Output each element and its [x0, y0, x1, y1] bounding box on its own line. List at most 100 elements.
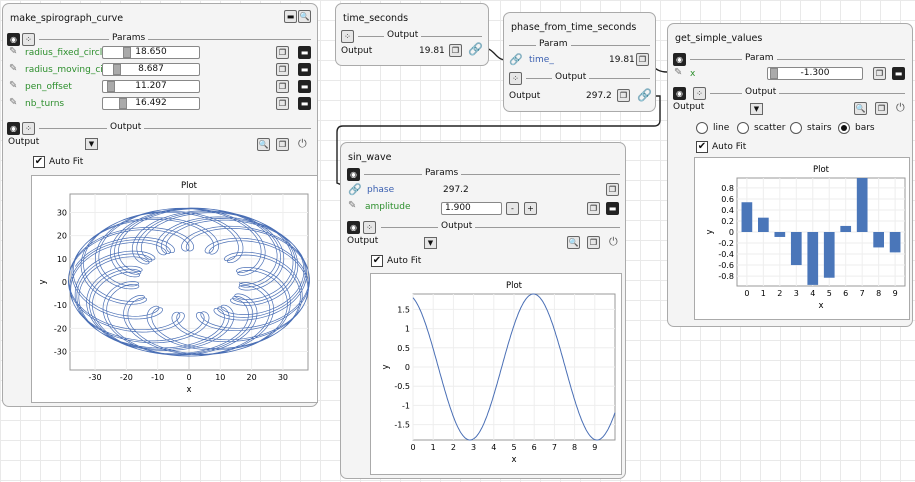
decrement-button[interactable]: - [506, 202, 519, 215]
autofit-checkbox[interactable]: ✔ [696, 141, 708, 153]
slider-handle[interactable] [107, 81, 115, 92]
copy-icon[interactable]: ❐ [873, 67, 886, 80]
eye-icon[interactable]: ◉ [7, 122, 20, 135]
expand-collapse-icon[interactable]: ⁘ [693, 87, 706, 100]
plug-icon[interactable]: ⏻ [298, 137, 307, 150]
zoom-icon[interactable]: 🔍 [298, 10, 311, 23]
radio-bars[interactable] [838, 122, 850, 134]
copy-icon[interactable]: ❐ [587, 202, 600, 215]
zoom-icon[interactable]: 🔍 [257, 138, 270, 151]
link-icon[interactable]: 🔗 [509, 53, 523, 66]
y-tick-label: 0.5 [397, 344, 410, 353]
copy-icon[interactable]: ❐ [617, 89, 630, 102]
pencil-icon[interactable]: ✎ [9, 80, 18, 91]
expand-collapse-icon[interactable]: ⁘ [509, 72, 522, 85]
x-tick-label: 3 [471, 443, 476, 452]
plug-icon[interactable]: ⏻ [609, 235, 618, 248]
simple-values-node[interactable]: get_simple_values ◉ Param ✎ x -1.300 ❐ ▬… [667, 23, 913, 327]
slider-handle[interactable] [119, 98, 127, 109]
time-seconds-node[interactable]: time_seconds ⁘ Output Output 19.81 ❐ 🔗 [335, 3, 489, 66]
remove-icon[interactable]: ▬ [892, 67, 905, 80]
slider-handle[interactable] [113, 64, 121, 75]
copy-icon[interactable]: ❐ [276, 97, 289, 110]
autofit-checkbox[interactable]: ✔ [371, 255, 383, 267]
bar [807, 232, 819, 285]
slider-handle[interactable] [770, 68, 778, 79]
y-tick-label: -0.8 [718, 272, 734, 281]
pencil-icon[interactable]: ✎ [9, 97, 18, 108]
amplitude-input[interactable]: 1.900 [441, 202, 502, 215]
expand-collapse-icon[interactable]: ⁘ [22, 122, 35, 135]
node-title: make_spirograph_curve [10, 13, 124, 24]
output-name: Output [509, 91, 541, 101]
pencil-icon[interactable]: ✎ [9, 63, 18, 74]
radio-stairs[interactable] [790, 122, 802, 134]
param-input[interactable]: 11.207 [102, 80, 200, 93]
remove-icon[interactable]: ▬ [298, 46, 311, 59]
eye-icon[interactable]: ◉ [673, 87, 686, 100]
output-dropdown[interactable]: ▼ [750, 103, 763, 115]
output-section-label: Output [438, 221, 476, 231]
x-tick-label: 5 [827, 289, 832, 298]
minimize-button[interactable]: ▬ [284, 10, 297, 23]
param-input[interactable]: -1.300 [767, 67, 863, 80]
bar [790, 232, 802, 266]
param-input[interactable]: 16.492 [102, 97, 200, 110]
expand-collapse-icon[interactable]: ⁘ [363, 221, 376, 234]
param-name: nb_turns [25, 99, 65, 109]
plug-icon[interactable]: ⏻ [896, 101, 905, 114]
link-icon[interactable]: 🔗 [468, 42, 483, 56]
eye-icon[interactable]: ◉ [673, 53, 686, 66]
output-name: Output [341, 46, 373, 56]
output-dropdown[interactable]: ▼ [424, 237, 437, 249]
copy-icon[interactable]: ❐ [636, 53, 649, 66]
copy-icon[interactable]: ❐ [449, 44, 462, 57]
bar [758, 217, 769, 232]
sin-wave-node[interactable]: sin_wave ◉ Params 🔗 phase 297.2 ❐ ✎ ampl… [340, 142, 626, 479]
param-input[interactable]: 8.687 [102, 63, 200, 76]
param-name-amplitude: amplitude [365, 202, 411, 212]
increment-button[interactable]: + [524, 202, 537, 215]
pencil-icon[interactable]: ✎ [9, 46, 18, 57]
remove-icon[interactable]: ▬ [298, 80, 311, 93]
sin-plot[interactable]: 0 1 2 3 4 5 6 7 8 9 1.5 1 0.5 0 -0.5 -1 -1.5 Plot x y [370, 273, 622, 475]
output-section-label: Output [107, 122, 145, 132]
params-section-label: Params [422, 168, 462, 178]
spirograph-node[interactable]: make_spirograph_curve ▬ 🔍 ◉ ⁘ Params ◉ ⁘… [2, 3, 318, 407]
pencil-icon[interactable]: ✎ [348, 200, 357, 211]
slider-handle[interactable] [123, 47, 131, 58]
spirograph-plot[interactable]: -30 -20 -10 0 10 20 30 30 20 10 0 -10 -20 -30 Plot x y [31, 175, 318, 403]
output-dropdown[interactable]: ▼ [85, 138, 98, 150]
eye-icon[interactable]: ◉ [347, 221, 360, 234]
autofit-checkbox[interactable]: ✔ [33, 156, 45, 168]
autofit-label: Auto Fit [712, 142, 747, 152]
copy-icon[interactable]: ❐ [587, 236, 600, 249]
pencil-icon[interactable]: ✎ [674, 67, 683, 78]
param-input[interactable]: 18.650 [102, 46, 200, 59]
link-icon[interactable]: 🔗 [637, 88, 652, 102]
eye-icon[interactable]: ◉ [347, 168, 360, 181]
remove-icon[interactable]: ▬ [298, 97, 311, 110]
zoom-icon[interactable]: 🔍 [854, 102, 867, 115]
remove-icon[interactable]: ▬ [298, 63, 311, 76]
param-value: 19.81 [609, 55, 635, 65]
copy-icon[interactable]: ❐ [276, 46, 289, 59]
radio-scatter[interactable] [737, 122, 749, 134]
phase-from-time-node[interactable]: phase_from_time_seconds Param 🔗 time_ 19… [503, 12, 656, 112]
radio-line[interactable] [696, 122, 708, 134]
copy-icon[interactable]: ❐ [606, 183, 619, 196]
remove-icon[interactable]: ▬ [606, 202, 619, 215]
eye-icon[interactable]: ◉ [7, 33, 20, 46]
expand-collapse-icon[interactable]: ⁘ [22, 33, 35, 46]
copy-icon[interactable]: ❐ [276, 138, 289, 151]
expand-collapse-icon[interactable]: ⁘ [341, 30, 354, 43]
link-icon[interactable]: 🔗 [348, 183, 362, 196]
bars-plot[interactable]: 0 1 2 3 4 5 6 7 8 9 0.8 0.6 0.4 0.2 0 -0.2 -0.4 -0.6 -0.8 P… [694, 157, 910, 320]
y-tick-label: -30 [54, 347, 67, 356]
copy-icon[interactable]: ❐ [875, 102, 888, 115]
node-title: time_seconds [343, 13, 409, 24]
copy-icon[interactable]: ❐ [276, 80, 289, 93]
copy-icon[interactable]: ❐ [276, 63, 289, 76]
zoom-icon[interactable]: 🔍 [567, 236, 580, 249]
spirograph-series-line [67, 207, 310, 357]
